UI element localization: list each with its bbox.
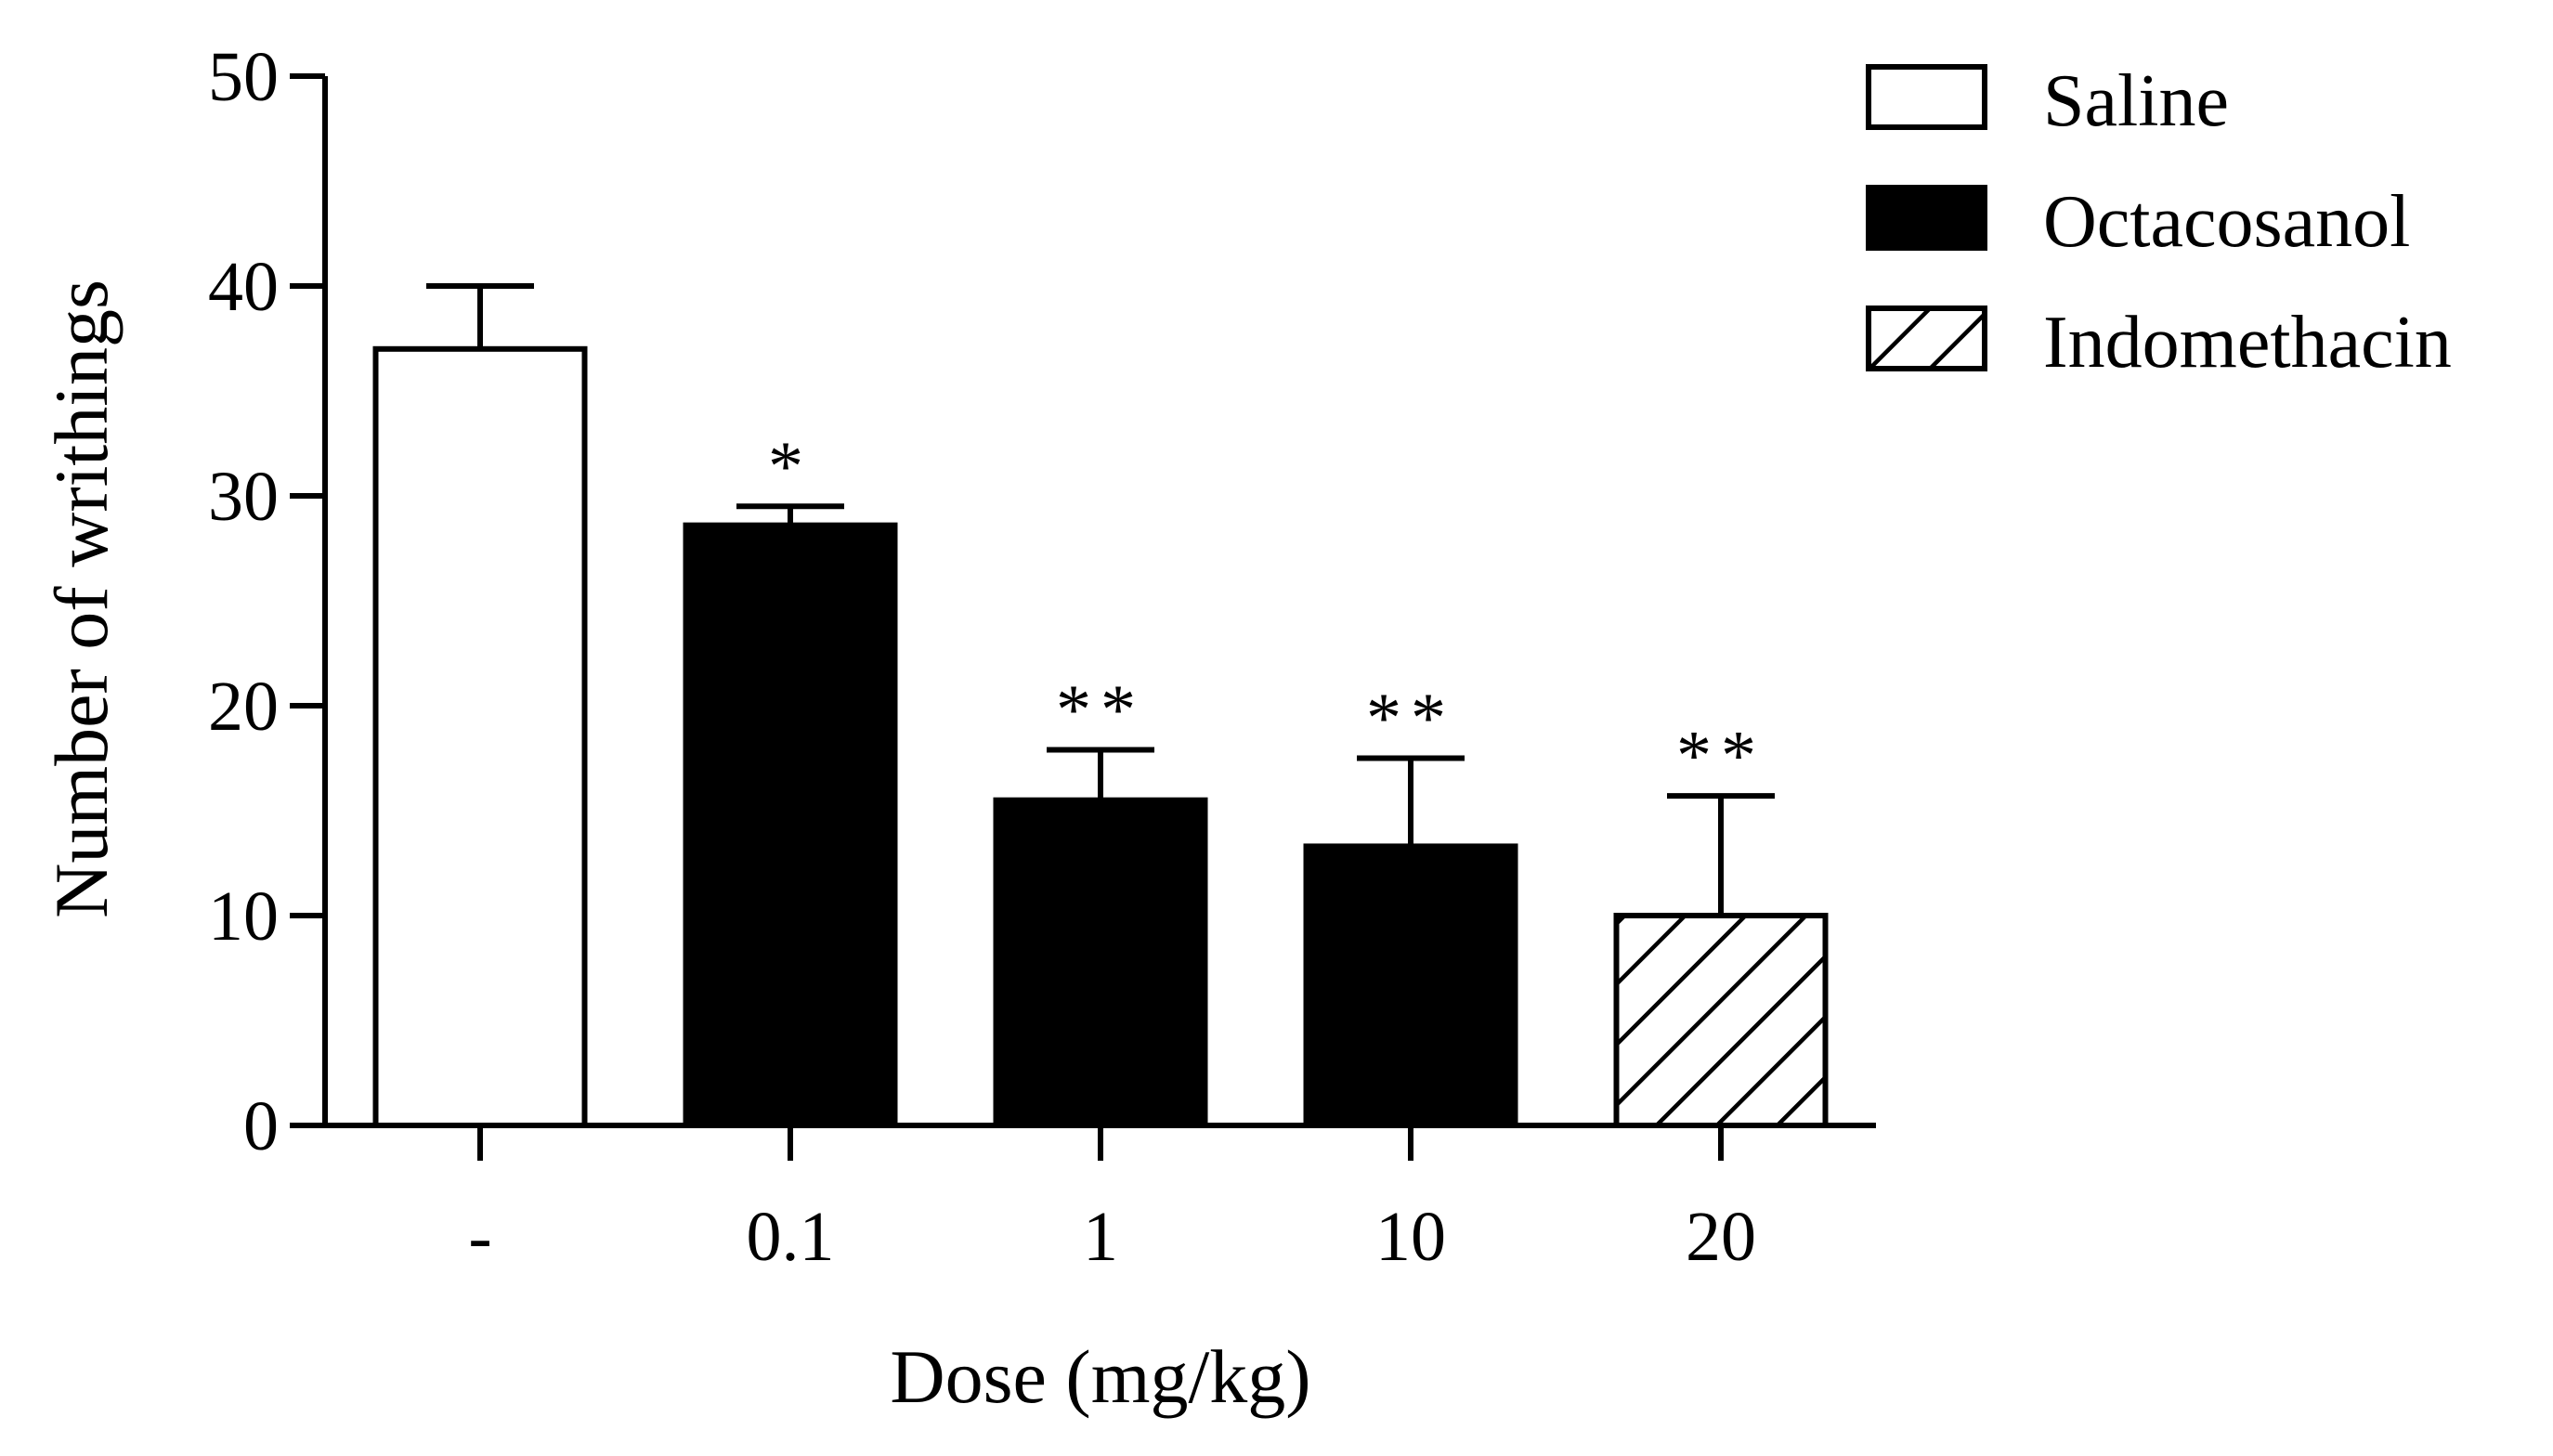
y-tick-label: 50 (208, 38, 279, 116)
x-tick-label: 1 (1083, 1198, 1118, 1276)
legend-label-octacosanol: Octacosanol (2043, 181, 2410, 263)
y-ticks: 0 10 20 30 40 50 (208, 38, 325, 1165)
x-axis-title: Dose (mg/kg) (890, 1334, 1310, 1419)
y-tick-label: 20 (208, 668, 279, 746)
significance-mark: ** (1056, 670, 1145, 748)
error-bars (426, 283, 1775, 916)
legend: Saline Octacosanol Indomethacin (1866, 60, 2452, 384)
legend-label-indomethacin: Indomethacin (2043, 302, 2452, 384)
legend-swatch-indomethacin (1866, 306, 1987, 371)
significance-mark: * (768, 427, 813, 505)
y-tick-label: 10 (208, 878, 279, 956)
legend-swatch-saline (1866, 64, 1987, 130)
significance-mark: ** (1366, 680, 1455, 758)
x-tick-label: 20 (1686, 1198, 1756, 1276)
significance-mark: ** (1676, 717, 1765, 795)
y-tick-label: 0 (243, 1087, 279, 1165)
y-axis-title: Number of writhings (39, 280, 124, 918)
bars (372, 345, 1829, 1128)
y-tick-label: 40 (208, 248, 279, 326)
bar-octacosanol-1 (683, 522, 898, 1128)
y-tick-label: 30 (208, 458, 279, 536)
bar-octacosanol-3 (1303, 843, 1518, 1128)
x-ticks: - 0.1 1 10 20 (468, 1125, 1756, 1276)
bar-saline-0 (372, 345, 588, 1128)
x-tick-label: 0.1 (747, 1198, 835, 1276)
x-tick-label: 10 (1375, 1198, 1446, 1276)
bar-octacosanol-2 (993, 797, 1208, 1128)
significance-marks: *** ** ** (768, 427, 1765, 795)
legend-swatch-octacosanol (1866, 185, 1987, 251)
legend-label-saline: Saline (2043, 60, 2229, 142)
bar-indomethacin-4 (1613, 913, 1829, 1128)
x-tick-label: - (468, 1198, 491, 1276)
